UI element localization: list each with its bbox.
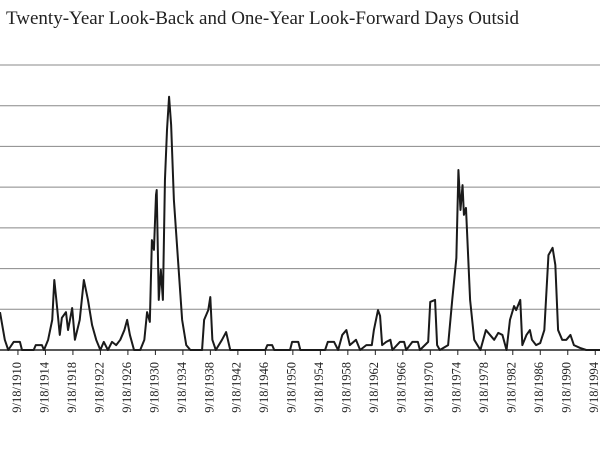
- x-tick-label: 9/18/1910: [10, 362, 24, 413]
- x-tick-label: 9/18/1970: [422, 362, 436, 413]
- x-tick-label: 9/18/1942: [230, 362, 244, 413]
- x-tick-label: 9/18/1978: [477, 362, 491, 413]
- line-series: [0, 95, 600, 351]
- x-tick-label: 9/18/1990: [560, 362, 574, 413]
- x-tick-label: 9/18/1958: [340, 362, 354, 413]
- x-tick-label: 9/18/1938: [202, 362, 216, 413]
- x-tick-label: 9/18/1954: [312, 361, 326, 412]
- x-tick-label: 9/18/1986: [532, 362, 546, 413]
- x-tick-label: 9/18/1922: [92, 362, 106, 413]
- chart-title: Twenty-Year Look-Back and One-Year Look-…: [6, 8, 519, 29]
- x-tick-label: 9/18/1962: [367, 362, 381, 413]
- x-tick-label: 9/18/1946: [257, 362, 271, 413]
- x-tick-label: 9/18/1966: [395, 362, 409, 413]
- x-tick-label: 9/18/1982: [505, 362, 519, 413]
- x-tick-label: 9/18/1934: [175, 361, 189, 412]
- x-tick-label: 9/18/1994: [587, 361, 600, 412]
- x-tick-label: 9/18/1950: [285, 362, 299, 413]
- x-tick-label: 9/18/1914: [37, 361, 51, 412]
- x-tick-label: 9/18/1926: [120, 362, 134, 413]
- x-tick-label: 9/18/1930: [147, 362, 161, 413]
- x-tick-label: 9/18/1974: [450, 361, 464, 412]
- x-tick-label: 9/18/1918: [65, 362, 79, 413]
